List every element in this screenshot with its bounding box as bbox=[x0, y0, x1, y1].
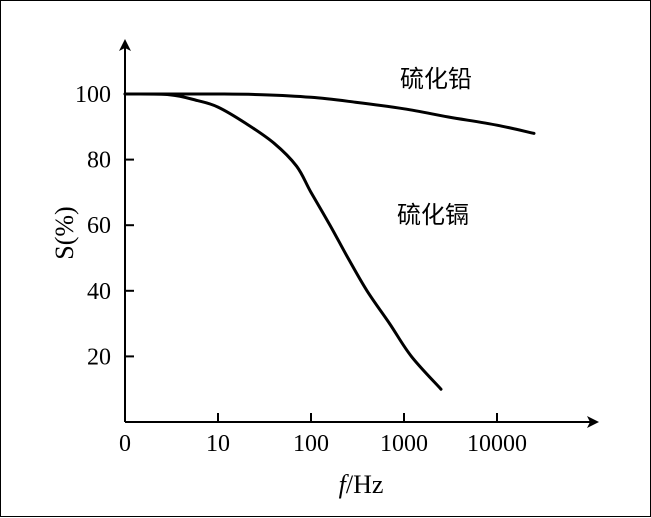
y-tick-label: 20 bbox=[87, 344, 111, 370]
series-label-1: 硫化铅 bbox=[400, 65, 472, 93]
x-tick-label: 1000 bbox=[380, 431, 428, 457]
y-tick-label: 40 bbox=[87, 279, 111, 305]
y-tick-label: 100 bbox=[75, 82, 111, 108]
x-axis-label: f/Hz bbox=[339, 470, 384, 499]
y-tick-label: 60 bbox=[87, 213, 111, 239]
x-tick-label: 10 bbox=[206, 431, 230, 457]
x-axis-variable: f bbox=[339, 470, 350, 499]
series-line-2 bbox=[123, 92, 443, 391]
y-tick-label: 80 bbox=[87, 148, 111, 174]
y-axis-label: S(%) bbox=[50, 206, 79, 259]
x-tick-label: 0 bbox=[119, 431, 131, 457]
x-tick-label: 100 bbox=[293, 431, 329, 457]
series-lines bbox=[123, 92, 536, 391]
series-label-2: 硫化镉 bbox=[397, 201, 469, 229]
x-ticks: 0 10 100 1000 10000 bbox=[119, 413, 527, 457]
x-tick-label: 10000 bbox=[467, 431, 527, 457]
x-axis-unit: /Hz bbox=[346, 470, 384, 499]
series-line-1 bbox=[123, 92, 536, 135]
